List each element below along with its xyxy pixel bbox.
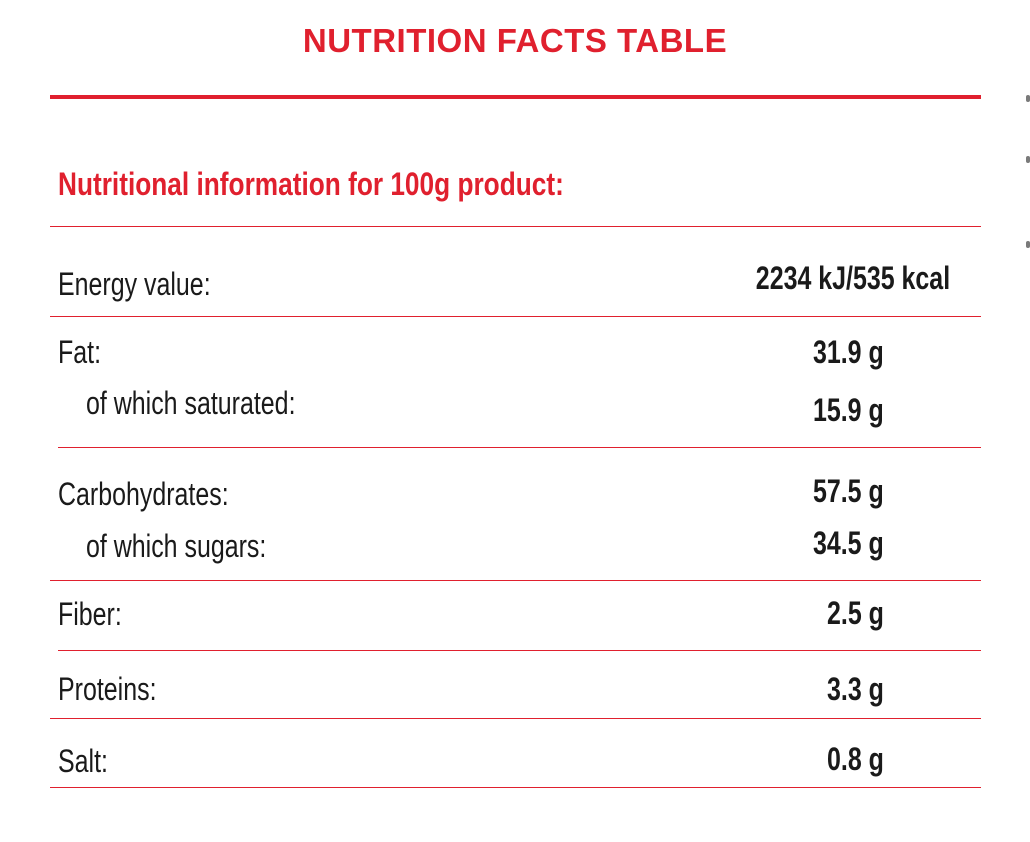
edge-mark xyxy=(1026,241,1030,248)
proteins-value: 3.3 g xyxy=(827,671,884,707)
saturated-label: of which saturated: xyxy=(86,385,296,421)
sugars-label: of which sugars: xyxy=(86,528,267,564)
saturated-value: 15.9 g xyxy=(813,392,884,428)
edge-mark xyxy=(1026,95,1030,102)
table-rule xyxy=(50,718,981,719)
proteins-label: Proteins: xyxy=(58,671,157,707)
energy-value: 2234 kJ/535 kcal xyxy=(755,260,950,296)
carbohydrates-value: 57.5 g xyxy=(813,473,884,509)
salt-value: 0.8 g xyxy=(827,741,884,777)
table-rule xyxy=(50,226,981,227)
page-title: NUTRITION FACTS TABLE xyxy=(302,22,728,59)
fiber-label: Fiber: xyxy=(58,596,122,632)
table-rule xyxy=(50,316,981,317)
fiber-value: 2.5 g xyxy=(827,595,884,631)
edge-mark xyxy=(1026,156,1030,163)
title-divider xyxy=(50,95,981,99)
table-rule xyxy=(50,580,981,581)
sugars-value: 34.5 g xyxy=(813,525,884,561)
table-rule xyxy=(58,650,981,651)
table-rule xyxy=(50,787,981,788)
carbohydrates-label: Carbohydrates: xyxy=(58,476,229,512)
energy-label: Energy value: xyxy=(58,266,211,302)
section-heading: Nutritional information for 100g product… xyxy=(58,166,564,202)
fat-value: 31.9 g xyxy=(813,334,884,370)
table-rule xyxy=(58,447,981,448)
salt-label: Salt: xyxy=(58,743,108,779)
fat-label: Fat: xyxy=(58,334,101,370)
